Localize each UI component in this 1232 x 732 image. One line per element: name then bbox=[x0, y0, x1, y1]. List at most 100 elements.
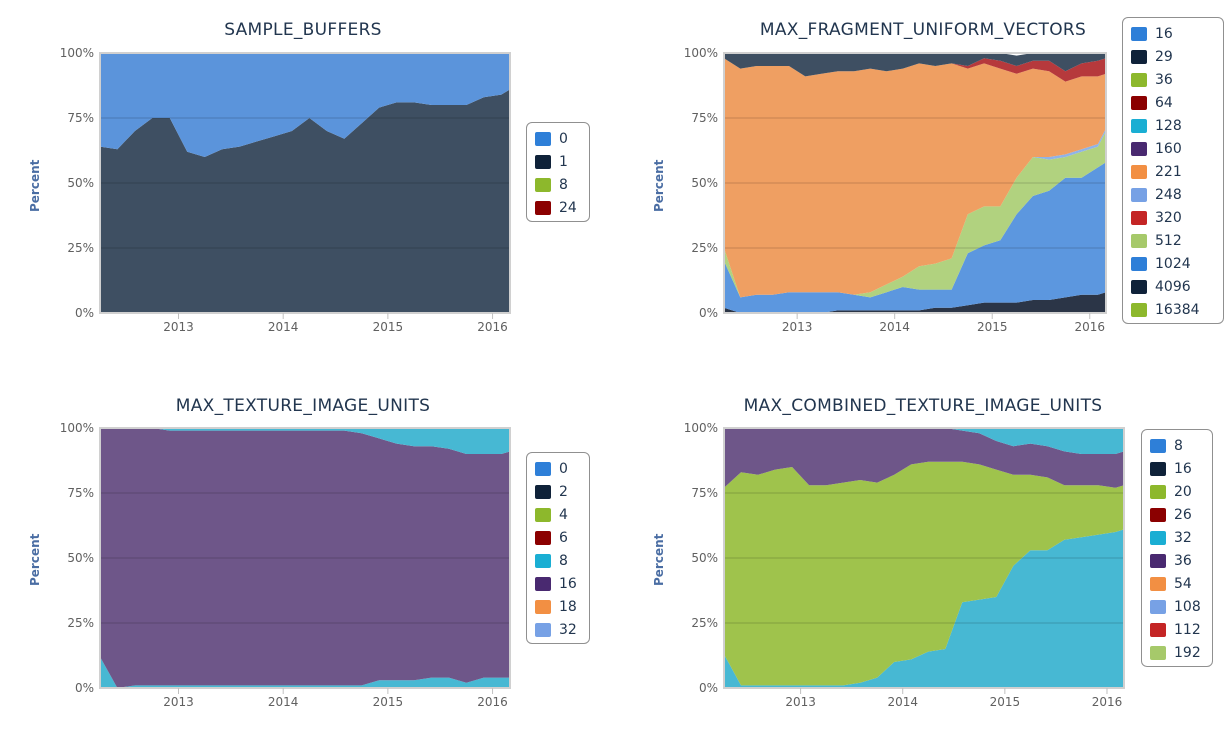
y-tick-label: 100% bbox=[60, 46, 94, 60]
legend-label: 112 bbox=[1174, 621, 1201, 638]
y-tick-label: 25% bbox=[67, 241, 94, 255]
y-tick-label: 75% bbox=[691, 486, 718, 500]
legend-item[interactable]: 192 bbox=[1150, 641, 1204, 664]
legend-label: 248 bbox=[1155, 186, 1182, 203]
legend-item[interactable]: 16 bbox=[1150, 457, 1204, 480]
legend-item[interactable]: 160 bbox=[1131, 137, 1215, 160]
legend-item[interactable]: 54 bbox=[1150, 572, 1204, 595]
legend-label: 512 bbox=[1155, 232, 1182, 249]
legend-item[interactable]: 1024 bbox=[1131, 252, 1215, 275]
legend-item[interactable]: 8 bbox=[1150, 434, 1204, 457]
legend-item[interactable]: 4096 bbox=[1131, 275, 1215, 298]
legend-item[interactable]: 16 bbox=[1131, 22, 1215, 45]
plot-frame bbox=[99, 427, 511, 689]
legend-label: 16 bbox=[559, 575, 577, 592]
legend-swatch bbox=[1131, 95, 1147, 110]
legend-label: 320 bbox=[1155, 209, 1182, 226]
chart-title: MAX_FRAGMENT_UNIFORM_VECTORS bbox=[759, 20, 1087, 40]
legend-item[interactable]: 16384 bbox=[1131, 298, 1215, 321]
legend-item[interactable]: 24 bbox=[535, 196, 581, 219]
legend-swatch bbox=[1150, 507, 1166, 522]
x-tick-label: 2014 bbox=[887, 695, 918, 709]
area-series-320 bbox=[724, 58, 1106, 82]
plot-frame bbox=[99, 52, 511, 314]
legend-swatch bbox=[1150, 553, 1166, 568]
area-series-16 bbox=[100, 428, 510, 688]
x-tick-label: 2013 bbox=[163, 695, 194, 709]
legend-item[interactable]: 8 bbox=[535, 549, 581, 572]
legend-swatch bbox=[1131, 72, 1147, 87]
legend-item[interactable]: 4 bbox=[535, 503, 581, 526]
chart-title: MAX_COMBINED_TEXTURE_IMAGE_UNITS bbox=[743, 396, 1103, 416]
legend-item[interactable]: 248 bbox=[1131, 183, 1215, 206]
legend-swatch bbox=[1131, 49, 1147, 64]
area-series-16 bbox=[724, 428, 1124, 488]
chart-max-combined-texture-image-units: MAX_COMBINED_TEXTURE_IMAGE_UNITS 0% 25% 50… bbox=[616, 366, 1232, 732]
area-series-0 bbox=[100, 53, 510, 157]
legend-item[interactable]: 128 bbox=[1131, 114, 1215, 137]
legend-label: 0 bbox=[559, 460, 568, 477]
legend-label: 26 bbox=[1174, 506, 1192, 523]
legend-item[interactable]: 0 bbox=[535, 127, 581, 150]
legend-swatch bbox=[535, 553, 551, 568]
legend-item[interactable]: 20 bbox=[1150, 480, 1204, 503]
legend-item[interactable]: 320 bbox=[1131, 206, 1215, 229]
legend-label: 16384 bbox=[1155, 301, 1200, 318]
plot-area: 0% 25% 50% 75% 100% 2013 2014 2015 2016 bbox=[684, 421, 1125, 709]
x-tick-label: 2013 bbox=[785, 695, 816, 709]
legend-item[interactable]: 8 bbox=[535, 173, 581, 196]
legend-item[interactable]: 108 bbox=[1150, 595, 1204, 618]
legend-swatch bbox=[535, 177, 551, 192]
x-tick-label: 2014 bbox=[879, 320, 910, 334]
legend-label: 0 bbox=[559, 130, 568, 147]
legend: 0 2 4 6 8 16 18 32 bbox=[526, 452, 590, 644]
legend-item[interactable]: 32 bbox=[1150, 526, 1204, 549]
area-series-20 bbox=[724, 461, 1124, 686]
x-tick-label: 2016 bbox=[1092, 695, 1123, 709]
legend-item[interactable]: 1 bbox=[535, 150, 581, 173]
legend-label: 36 bbox=[1174, 552, 1192, 569]
legend-item[interactable]: 64 bbox=[1131, 91, 1215, 114]
legend-label: 8 bbox=[559, 552, 568, 569]
legend-swatch bbox=[1131, 164, 1147, 179]
x-tick-label: 2014 bbox=[268, 320, 299, 334]
legend-label: 108 bbox=[1174, 598, 1201, 615]
legend-label: 4 bbox=[559, 506, 568, 523]
legend: 0 1 8 24 bbox=[526, 122, 590, 222]
x-tick-label: 2014 bbox=[268, 695, 299, 709]
legend-label: 36 bbox=[1155, 71, 1173, 88]
chart-max-texture-image-units: MAX_TEXTURE_IMAGE_UNITS 0% 25% 50% 75% 100% 2… bbox=[0, 366, 616, 732]
legend-label: 24 bbox=[559, 199, 577, 216]
legend-label: 16 bbox=[1155, 25, 1173, 42]
y-tick-label: 75% bbox=[67, 486, 94, 500]
legend-swatch bbox=[1150, 622, 1166, 637]
legend: 8 16 20 26 32 36 54 108 112 192 bbox=[1141, 429, 1213, 667]
x-tick-label: 2015 bbox=[373, 320, 404, 334]
y-axis-label: Percent bbox=[28, 159, 42, 212]
legend-swatch bbox=[1150, 438, 1166, 453]
legend-label: 16 bbox=[1174, 460, 1192, 477]
legend-item[interactable]: 36 bbox=[1150, 549, 1204, 572]
legend-item[interactable]: 18 bbox=[535, 595, 581, 618]
x-tick-label: 2013 bbox=[782, 320, 813, 334]
legend-label: 1024 bbox=[1155, 255, 1191, 272]
y-tick-label: 100% bbox=[684, 421, 718, 435]
legend-swatch bbox=[535, 131, 551, 146]
y-tick-label: 0% bbox=[75, 681, 94, 695]
area-series-221 bbox=[724, 58, 1106, 298]
legend-item[interactable]: 36 bbox=[1131, 68, 1215, 91]
legend-swatch bbox=[535, 576, 551, 591]
legend-item[interactable]: 2 bbox=[535, 480, 581, 503]
legend-item[interactable]: 6 bbox=[535, 526, 581, 549]
legend-item[interactable]: 112 bbox=[1150, 618, 1204, 641]
legend-item[interactable]: 29 bbox=[1131, 45, 1215, 68]
legend-item[interactable]: 221 bbox=[1131, 160, 1215, 183]
legend-item[interactable]: 16 bbox=[535, 572, 581, 595]
legend-item[interactable]: 32 bbox=[535, 618, 581, 641]
y-axis-label: Percent bbox=[28, 533, 42, 586]
legend-item[interactable]: 0 bbox=[535, 457, 581, 480]
legend-item[interactable]: 26 bbox=[1150, 503, 1204, 526]
legend-item[interactable]: 512 bbox=[1131, 229, 1215, 252]
area-series-1 bbox=[100, 89, 510, 314]
y-tick-label: 25% bbox=[691, 616, 718, 630]
